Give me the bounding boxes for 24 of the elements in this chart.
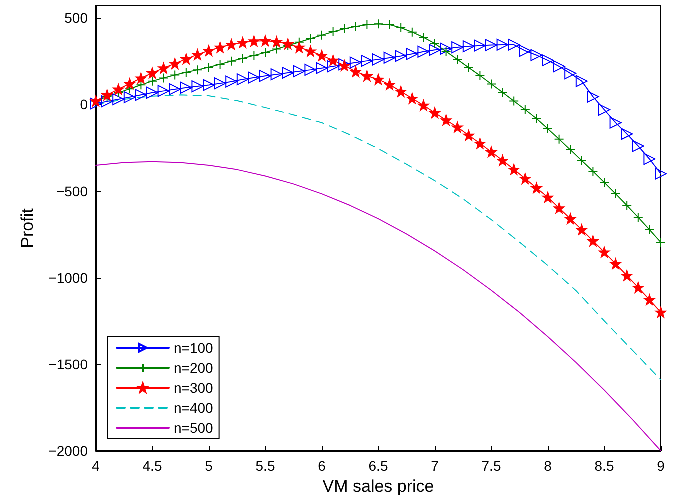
legend-label: n=400 [174, 400, 214, 416]
x-tick-label: 7 [431, 458, 440, 474]
x-tick-label: 7.5 [482, 458, 502, 474]
x-tick-label: 8.5 [594, 458, 614, 474]
x-tick-label: 6 [318, 458, 326, 474]
x-tick-label: 8 [544, 458, 552, 474]
x-axis-title: VM sales price [322, 476, 434, 496]
x-tick-label: 4.5 [142, 458, 162, 474]
y-axis-title: Profit [18, 208, 37, 248]
y-tick-label: −1500 [48, 356, 88, 372]
y-tick-label: 0 [80, 96, 88, 113]
x-tick-label: 6.5 [368, 458, 388, 474]
legend-label: n=500 [174, 420, 214, 436]
y-tick-label: −500 [56, 183, 88, 200]
y-tick-label: 500 [64, 10, 88, 26]
x-tick-label: 5 [205, 458, 214, 474]
legend-label: n=100 [174, 340, 214, 356]
x-tick-label: 5.5 [256, 458, 276, 474]
y-tick-label: −1000 [48, 270, 88, 286]
legend-label: n=200 [174, 360, 214, 376]
x-tick-label: 4 [92, 458, 100, 474]
legend-label: n=300 [174, 380, 214, 396]
y-tick-label: −2000 [48, 443, 88, 459]
x-tick-label: 9 [657, 458, 666, 474]
